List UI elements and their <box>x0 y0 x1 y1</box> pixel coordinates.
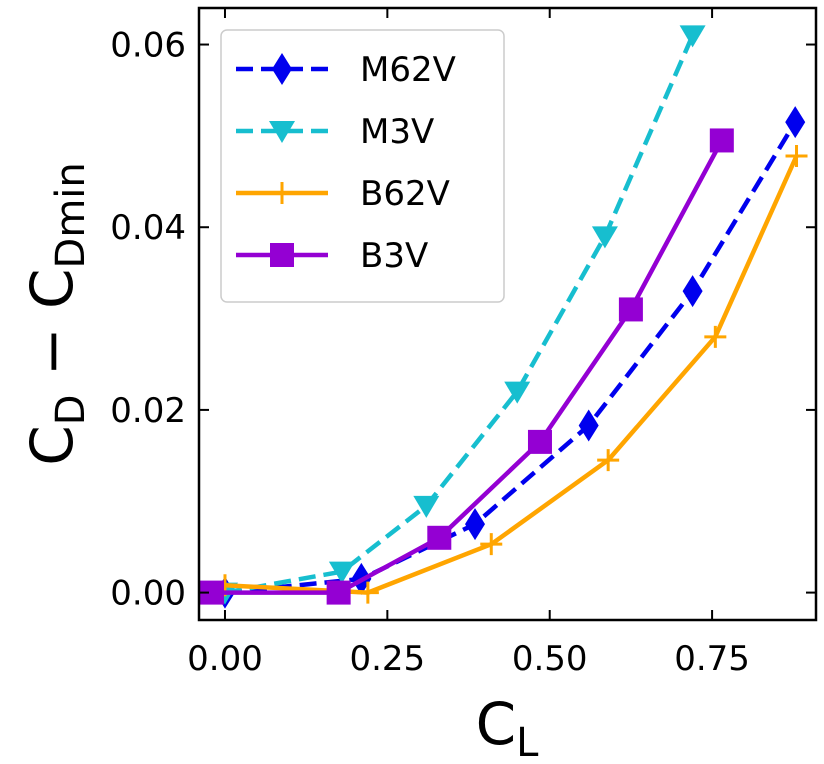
y-axis-title: CD − CDmin <box>18 162 94 466</box>
y-axis-title-minus: − <box>18 309 86 394</box>
legend-label-m3v: M3V <box>360 112 434 152</box>
series-b3v <box>199 128 734 605</box>
series-line-b3v <box>212 139 724 595</box>
x-tick-label: 0.25 <box>349 639 425 679</box>
legend-label-m62v: M62V <box>360 50 456 90</box>
legend-marker-b3v <box>270 243 294 267</box>
series-m3v <box>211 25 706 605</box>
y-axis-title-sub2: Dmin <box>48 162 94 268</box>
legend-label-b3v: B3V <box>360 236 428 276</box>
y-axis-title-part1: C <box>18 425 86 466</box>
legend-entry-b62v: B62V <box>236 174 450 214</box>
data-point-m3v-5 <box>679 25 706 48</box>
data-point-m3v-2 <box>413 495 440 518</box>
y-tick-label: 0.00 <box>110 574 186 614</box>
x-axis-title-main: C <box>476 690 517 758</box>
data-point-m3v-3 <box>504 381 531 404</box>
legend-entry-b3v: B3V <box>236 236 428 276</box>
legend: M62V M3V B62V B3V <box>220 29 505 303</box>
y-tick-label: 0.06 <box>110 26 186 66</box>
data-point-b62v-3 <box>597 449 620 472</box>
x-axis-title: CL <box>476 690 540 764</box>
series-line-m3v <box>224 34 695 595</box>
data-point-b62v-4 <box>704 325 727 348</box>
data-point-b3v-3 <box>527 429 552 454</box>
plot-frame <box>197 6 818 622</box>
legend-marker-m62v <box>272 53 292 85</box>
data-point-b62v-2 <box>480 533 503 556</box>
x-tick-label: 0.00 <box>187 639 263 679</box>
legend-label-b62v: B62V <box>360 174 450 214</box>
y-tick-label: 0.04 <box>110 208 186 248</box>
legend-marker-m3v <box>269 121 295 143</box>
data-point-m62v-4 <box>682 275 703 308</box>
series-layer <box>199 25 808 609</box>
data-point-m3v-1 <box>328 561 355 584</box>
data-point-b3v-2 <box>427 525 452 550</box>
data-point-b62v-5 <box>785 144 808 167</box>
data-point-m62v-3 <box>578 409 599 442</box>
y-axis-title-sub1: D <box>48 394 94 425</box>
x-axis-title-sub: L <box>516 720 539 764</box>
legend-marker-b62v <box>271 182 293 204</box>
y-axis-title-part2: C <box>18 268 86 309</box>
legend-entry-m62v: M62V <box>236 50 456 90</box>
data-point-b3v-1 <box>326 580 351 605</box>
data-point-m3v-4 <box>591 226 618 249</box>
data-point-b3v-4 <box>618 297 643 322</box>
data-point-b62v-1 <box>356 581 379 604</box>
x-tick-label: 0.50 <box>512 639 588 679</box>
data-point-b3v-5 <box>709 128 734 153</box>
data-point-m62v-5 <box>785 106 806 139</box>
legend-box <box>220 29 505 303</box>
x-tick-label: 0.75 <box>674 639 750 679</box>
y-tick-label: 0.02 <box>110 391 186 431</box>
data-point-m62v-2 <box>465 508 486 541</box>
legend-entry-m3v: M3V <box>236 112 434 152</box>
ticks-layer: 0.00 0.25 0.50 0.75 0.00 0.02 0.04 0.06 <box>110 8 816 679</box>
